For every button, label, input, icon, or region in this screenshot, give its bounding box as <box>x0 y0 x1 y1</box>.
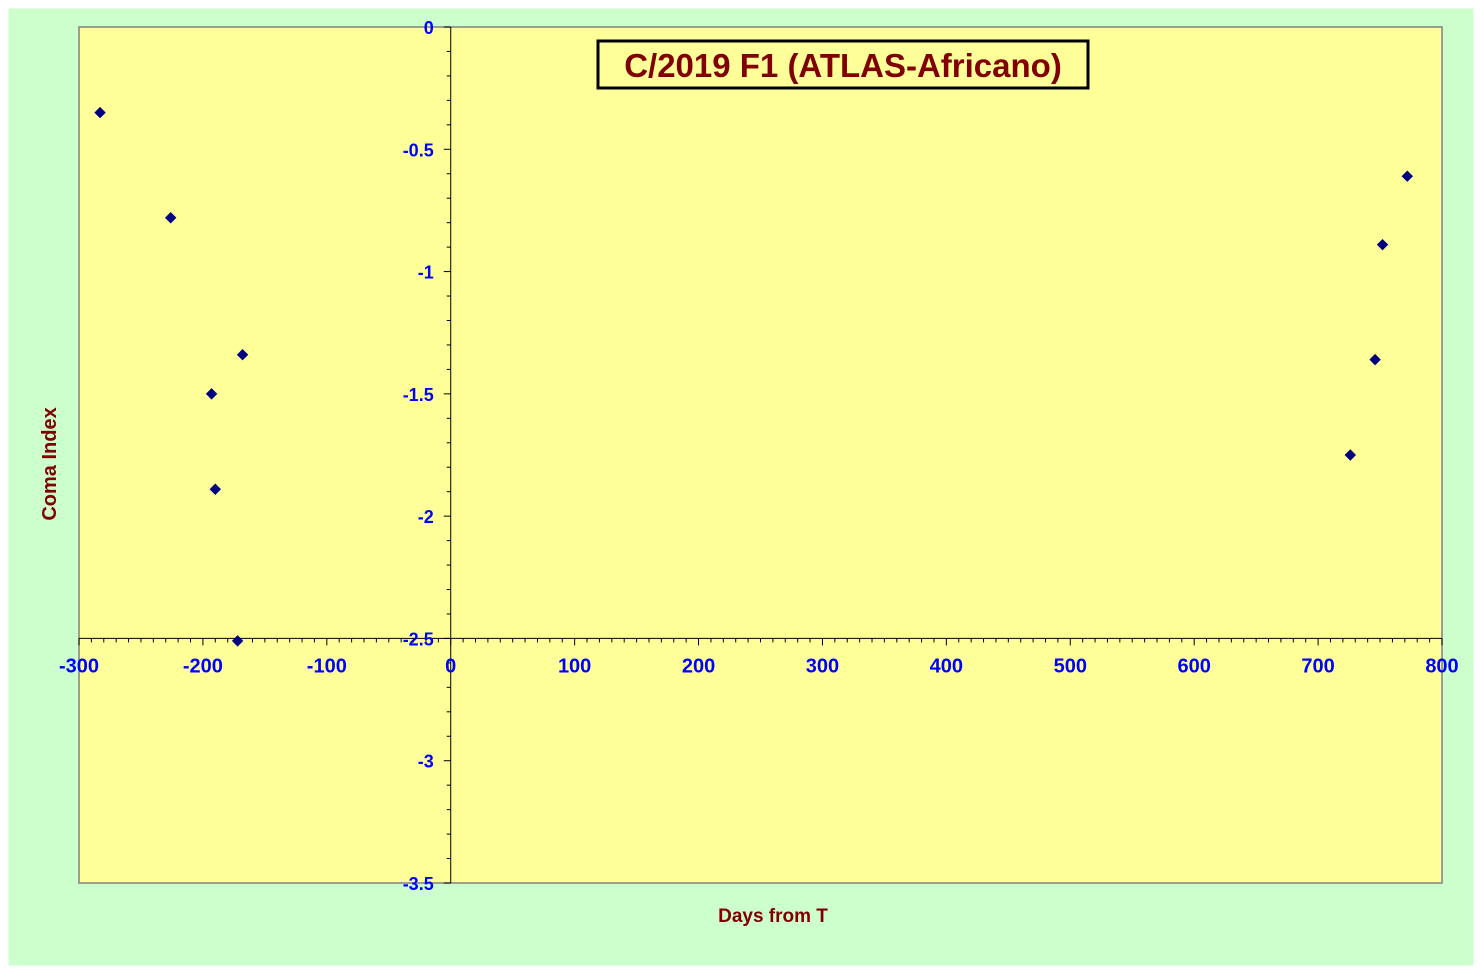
chart-title: C/2019 F1 (ATLAS-Africano) <box>624 47 1062 84</box>
axes: -300 -200 -100 0 100 200 300 400 500 600 700 800 0 -0… <box>59 18 1459 894</box>
y-tick-label: 0 <box>424 18 434 38</box>
x-tick-label: 700 <box>1301 655 1334 677</box>
x-tick-label: 500 <box>1054 655 1087 677</box>
y-tick-label: -3 <box>418 752 434 772</box>
data-point <box>1344 449 1357 461</box>
x-tick-label: -100 <box>307 655 347 677</box>
chart-title-frame <box>596 39 1090 90</box>
x-tick-label: -300 <box>59 655 99 677</box>
data-point <box>164 212 177 224</box>
data-point <box>209 483 222 495</box>
y-tick-label: -1.5 <box>403 385 434 405</box>
plot-area <box>78 26 1443 884</box>
x-axis-title: Days from T <box>718 906 828 927</box>
y-tick-label: -3.5 <box>403 874 434 894</box>
data-point <box>1401 170 1414 182</box>
x-tick-label: 400 <box>930 655 963 677</box>
x-tick-label: 100 <box>558 655 591 677</box>
y-axis-title: Coma Index <box>39 407 61 520</box>
data-point <box>205 388 218 400</box>
x-tick-label: 300 <box>806 655 839 677</box>
y-tick-label: -2.5 <box>403 629 434 649</box>
y-tick-label: -1 <box>418 263 434 283</box>
x-tick-label: 0 <box>445 655 456 677</box>
data-point <box>1376 238 1389 251</box>
x-tick-label: 800 <box>1425 655 1458 677</box>
data-points <box>94 106 1414 647</box>
y-tick-label: -2 <box>418 507 434 527</box>
y-tick-label: -0.5 <box>403 140 434 160</box>
x-tick-label: -200 <box>183 655 223 677</box>
data-point <box>1369 353 1381 366</box>
x-tick-label: 600 <box>1177 655 1210 677</box>
data-point <box>236 349 249 361</box>
data-point <box>94 106 106 119</box>
x-tick-label: 200 <box>682 655 715 677</box>
data-point <box>231 635 244 647</box>
chart-title-box: C/2019 F1 (ATLAS-Africano) <box>596 39 1090 90</box>
